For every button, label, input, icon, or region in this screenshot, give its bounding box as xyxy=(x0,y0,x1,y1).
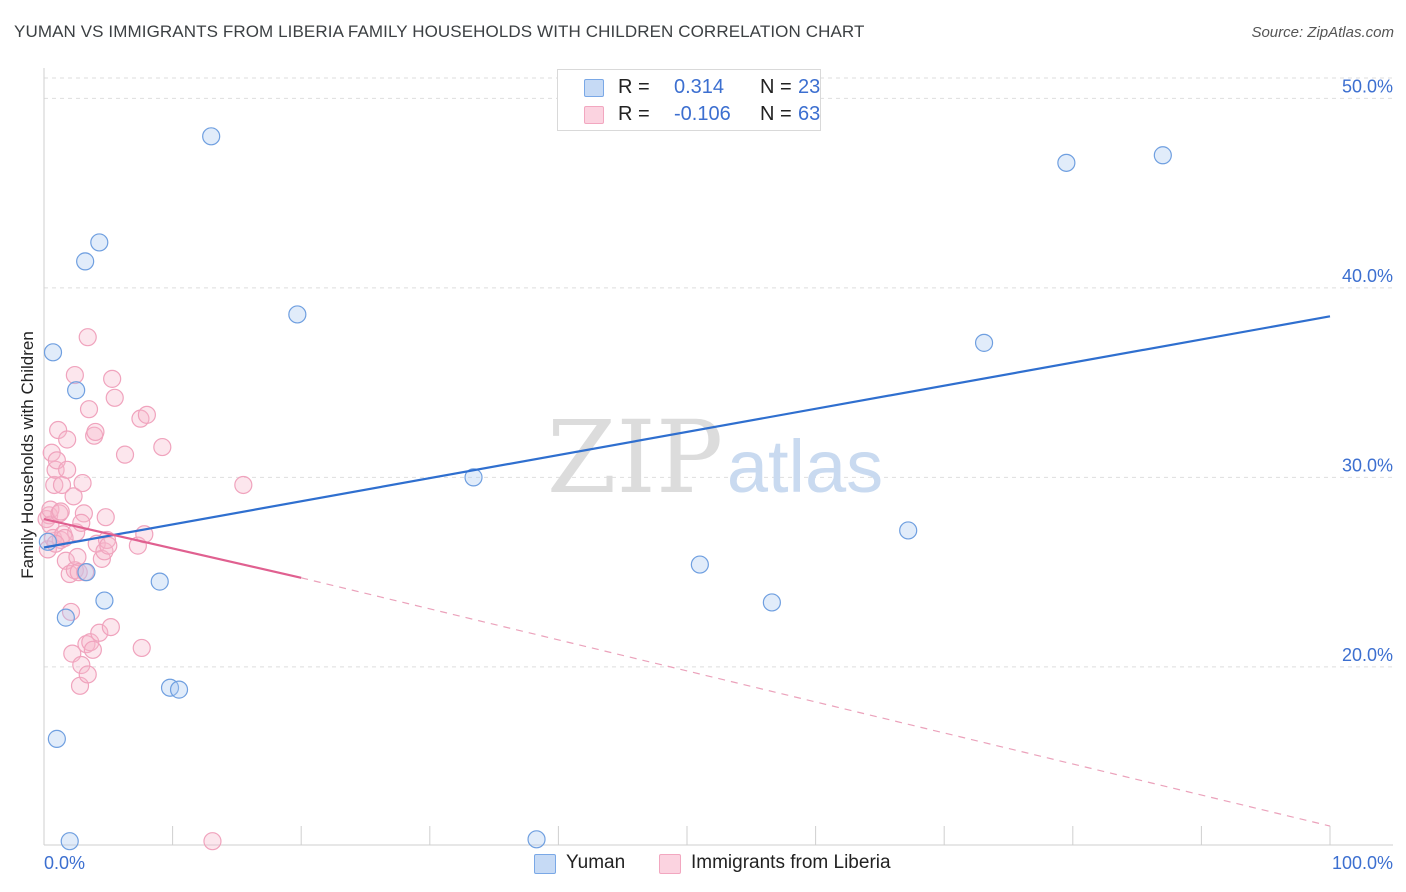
liberia-point xyxy=(69,563,88,582)
liberia-legend-label: Immigrants from Liberia xyxy=(691,852,891,873)
yuman-legend-swatch xyxy=(534,854,556,874)
legend-n-label: N = xyxy=(760,76,792,98)
liberia-point xyxy=(115,445,135,464)
liberia-point xyxy=(132,638,151,658)
legend-n-value: 23 xyxy=(798,76,821,98)
chart-title: YUMAN VS IMMIGRANTS FROM LIBERIA FAMILY … xyxy=(14,22,865,41)
axes xyxy=(43,68,1393,846)
watermark-atlas: atlas xyxy=(727,425,883,508)
liberia-point xyxy=(90,623,109,642)
liberia-point xyxy=(83,640,102,659)
source-label: Source: ZipAtlas.com xyxy=(1251,24,1394,41)
yuman-point xyxy=(90,233,109,252)
liberia-point xyxy=(65,365,84,385)
yuman-point xyxy=(47,729,66,748)
liberia-point xyxy=(73,473,92,493)
yuman-point xyxy=(160,678,180,697)
trend-lines xyxy=(43,315,1331,827)
yuman-point xyxy=(464,468,483,487)
liberia-point xyxy=(58,430,77,449)
correlation-legend: R = 0.314 N = 23 R = -0.106 N = 63 xyxy=(557,69,821,131)
y-tick-label: 40.0% xyxy=(1342,266,1393,286)
yuman-points xyxy=(38,127,1172,851)
yuman-point xyxy=(60,832,79,851)
y-axis-label: Family Households with Children xyxy=(18,331,37,579)
yuman-point xyxy=(899,521,918,540)
liberia-point xyxy=(45,475,64,495)
gridlines xyxy=(44,77,1393,668)
yuman-trend-line xyxy=(43,315,1331,549)
yuman-point xyxy=(76,252,95,271)
yuman-legend-label: Yuman xyxy=(566,852,626,873)
liberia-point xyxy=(86,422,105,442)
legend-r-value: -0.106 xyxy=(674,103,731,125)
legend-r-label: R = xyxy=(618,76,650,98)
liberia-point xyxy=(58,460,77,479)
liberia-point xyxy=(153,437,172,457)
tick-labels: 20.0% 30.0% 40.0% 50.0% 0.0% 100.0% xyxy=(44,76,1393,873)
liberia-point xyxy=(64,487,83,506)
liberia-point xyxy=(72,655,91,675)
yuman-point xyxy=(288,305,307,324)
legend-n-label: N = xyxy=(760,103,792,125)
liberia-point xyxy=(79,400,99,419)
liberia-point xyxy=(61,602,81,622)
liberia-trend-extension xyxy=(301,577,1331,827)
yuman-point xyxy=(150,572,169,591)
x-tick-label: 100.0% xyxy=(1332,853,1393,873)
yuman-point xyxy=(690,555,709,574)
liberia-point xyxy=(78,328,97,347)
yuman-point xyxy=(95,591,114,610)
legend-r-label: R = xyxy=(618,103,650,125)
liberia-point xyxy=(137,405,156,424)
liberia-point xyxy=(78,665,97,684)
y-tick-label: 20.0% xyxy=(1342,645,1393,665)
yuman-point xyxy=(77,563,96,582)
yuman-point xyxy=(974,333,994,352)
legend-r-value: 0.314 xyxy=(674,76,725,98)
liberia-point xyxy=(234,475,253,495)
liberia-point xyxy=(68,547,87,567)
yuman-point xyxy=(527,830,546,849)
yuman-point xyxy=(1153,146,1172,165)
liberia-point xyxy=(105,388,124,407)
x-tick-label: 0.0% xyxy=(44,853,85,873)
liberia-point xyxy=(96,508,115,527)
liberia-point xyxy=(101,617,120,637)
yuman-point xyxy=(67,381,86,400)
y-tick-label: 50.0% xyxy=(1342,76,1393,96)
liberia-point xyxy=(99,536,118,555)
liberia-trend-line xyxy=(43,518,302,579)
liberia-point xyxy=(51,502,70,521)
yuman-point xyxy=(762,593,781,612)
liberia-points xyxy=(37,328,253,851)
liberia-legend-swatch xyxy=(659,854,681,874)
legend-n-value: 63 xyxy=(798,103,821,125)
yuman-swatch xyxy=(584,79,604,97)
liberia-point xyxy=(103,369,122,388)
yuman-point xyxy=(1057,153,1076,172)
yuman-point xyxy=(56,608,75,627)
watermark-zip: ZIP xyxy=(547,399,723,516)
y-tick-label: 30.0% xyxy=(1342,455,1393,475)
liberia-swatch xyxy=(584,106,604,124)
yuman-point xyxy=(43,343,63,362)
liberia-point xyxy=(203,832,222,851)
yuman-point xyxy=(169,680,189,699)
watermark: ZIP atlas xyxy=(547,399,883,516)
yuman-point xyxy=(202,127,221,146)
